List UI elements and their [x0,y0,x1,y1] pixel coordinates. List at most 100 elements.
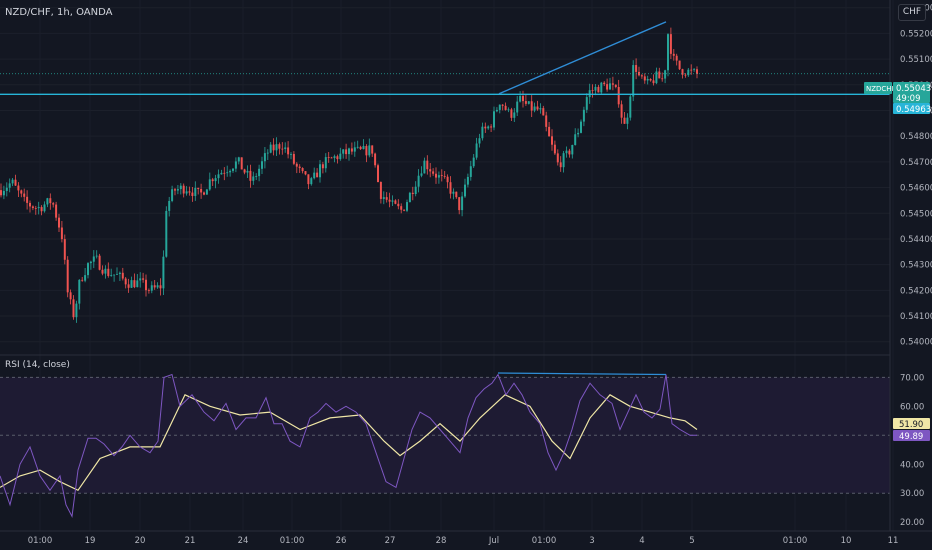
candle-body [443,175,446,177]
candle-body [403,209,406,211]
candle-body [414,186,417,195]
time-tick-label: Jul [488,536,499,546]
candle-body [632,65,635,97]
candle-body [319,164,321,178]
price-tick-label: 0.55200 [900,29,932,39]
candle-body [116,273,118,275]
time-tick-label: 3 [589,536,594,546]
candle-body [690,69,693,71]
candle-body [246,170,249,173]
candle-body [150,285,153,291]
candle-body [37,207,40,209]
candle-body [98,255,101,270]
time-tick-label: 11 [888,536,899,546]
candlestick-series[interactable] [0,27,890,323]
currency-button[interactable]: CHF [898,4,926,21]
candle-body [316,172,319,178]
candle-body [261,161,263,169]
candle-body [382,197,385,199]
candle-body [527,101,530,104]
candle-body [562,153,565,168]
candle-body [75,303,78,318]
candle-body [191,192,194,196]
candle-body [31,206,34,209]
candle-body [397,203,400,207]
candle-body [455,191,458,198]
candle-body [295,163,298,167]
candle-body [446,176,449,183]
rsi-divergence-line[interactable] [497,372,667,376]
candle-body [266,152,269,154]
candle-body [162,256,165,289]
price-tick-label: 0.54100 [900,312,932,322]
candle-body [237,157,240,162]
candle-body [200,188,203,193]
candle-body [652,80,655,84]
candle-body [371,145,374,154]
candle-body [640,75,643,77]
time-tick-label: 28 [436,536,447,546]
candle-body [124,278,127,285]
trendline[interactable] [498,21,667,95]
price-tick-label: 0.54300 [900,261,932,271]
candle-body [591,90,594,92]
level-tag-bg [893,103,930,114]
candle-body [29,202,31,207]
candle-body [353,147,356,152]
candle-body [232,168,234,171]
candle-body [664,70,667,79]
candle-body [400,206,403,210]
candle-body [522,96,524,102]
candle-body [205,189,208,195]
time-axis[interactable]: 01:00 19 20 21 24 01:00 26 27 28 Jul 01:00 3 4 5 01:00… [28,536,899,546]
rsi-line [0,373,697,519]
candle-body [536,106,539,110]
candle-body [63,239,66,260]
candle-body [678,60,681,70]
candle-body [365,146,368,156]
candle-body [304,171,307,175]
candle-body [629,96,632,118]
candle-body [577,132,580,135]
candle-body [330,157,333,159]
candle-body [469,166,472,177]
rsi-tags: 51.90 49.89 [893,418,930,442]
candle-body [495,109,498,112]
candle-body [600,82,603,93]
candle-body [551,136,553,145]
candle-body [377,165,379,183]
candle-body [159,285,162,289]
time-tick-label: 24 [238,536,249,546]
candle-body [696,69,698,74]
candle-body [661,78,664,80]
candle-body [327,157,330,158]
candle-body [145,279,147,291]
candle-body [229,170,232,173]
candle-body [426,160,429,170]
candle-body [635,65,638,72]
candle-body [217,174,220,179]
candle-body [11,179,14,184]
candle-body [510,109,513,118]
candle-body [484,126,487,129]
candle-body [127,284,130,288]
candle-body [104,268,107,274]
candle-body [66,259,69,293]
candle-body [287,147,290,155]
candle-body [553,144,556,154]
price-tick-label: 0.54500 [900,209,932,219]
candle-body [617,86,620,105]
rsi-ma-tag: 51.90 [899,420,923,430]
candle-body [324,157,327,169]
candle-body [481,126,484,139]
candle-body [597,86,600,93]
symbol-tag: NZDCHF [866,85,896,93]
candle-body [255,176,258,177]
candle-body [269,144,272,153]
candle-body [359,146,362,150]
candle-body [58,217,60,228]
candle-body [565,150,568,154]
candle-body [174,189,176,191]
candle-body [681,69,684,75]
